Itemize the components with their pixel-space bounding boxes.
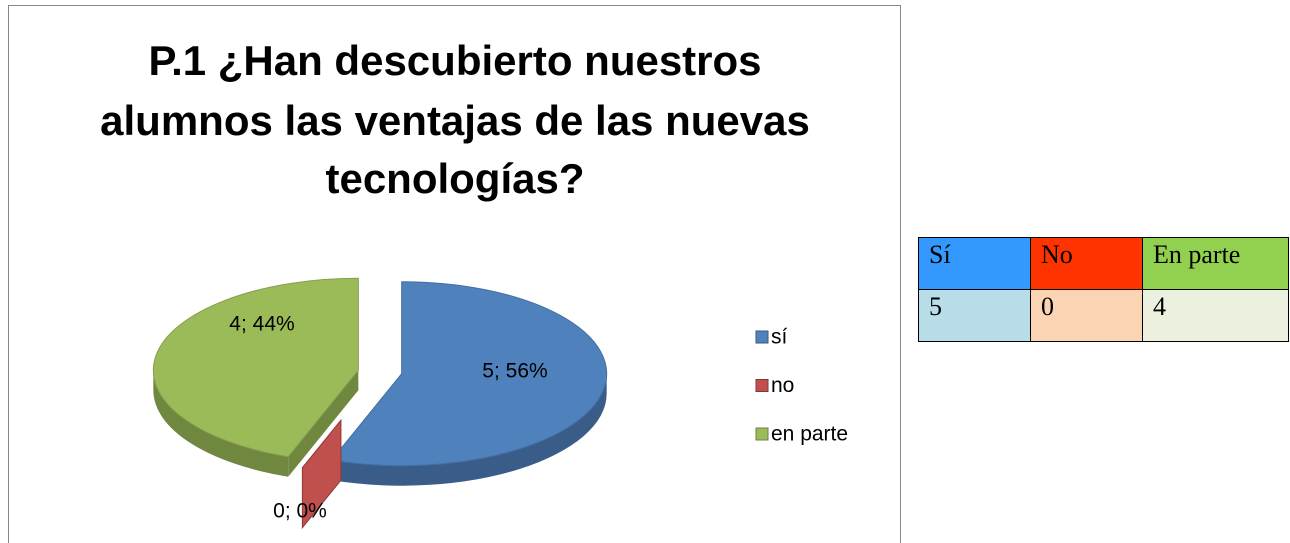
data-label: 4; 44% <box>229 313 294 336</box>
legend-swatch <box>755 330 769 344</box>
table-cell: 0 <box>1030 289 1143 342</box>
chart-title: P.1 ¿Han descubierto nuestros <box>148 37 761 84</box>
legend-swatch <box>755 427 769 441</box>
table-cell: En parte <box>1142 237 1289 290</box>
pie-slice <box>330 281 608 467</box>
table-header: Sí No En parte <box>918 237 1289 290</box>
data-label: 5; 56% <box>482 360 547 383</box>
legend-label: no <box>771 374 794 397</box>
pie-slice <box>152 277 359 458</box>
legend-label: sí <box>771 326 788 349</box>
legend-label: en parte <box>771 423 848 446</box>
pie-slice <box>301 418 342 530</box>
table-cell: Sí <box>918 237 1031 290</box>
table-cell: No <box>1030 237 1143 290</box>
chart-title: tecnologías? <box>325 155 584 202</box>
data-label: 0; 0% <box>273 500 327 523</box>
pie-slice-side <box>288 370 359 477</box>
chart-title: alumnos las ventajas de las nuevas <box>100 97 810 144</box>
legend-swatch <box>755 379 769 392</box>
table-cell: 4 <box>1142 289 1289 342</box>
pie-slice-side <box>331 373 607 486</box>
table-cell: 5 <box>918 289 1031 342</box>
